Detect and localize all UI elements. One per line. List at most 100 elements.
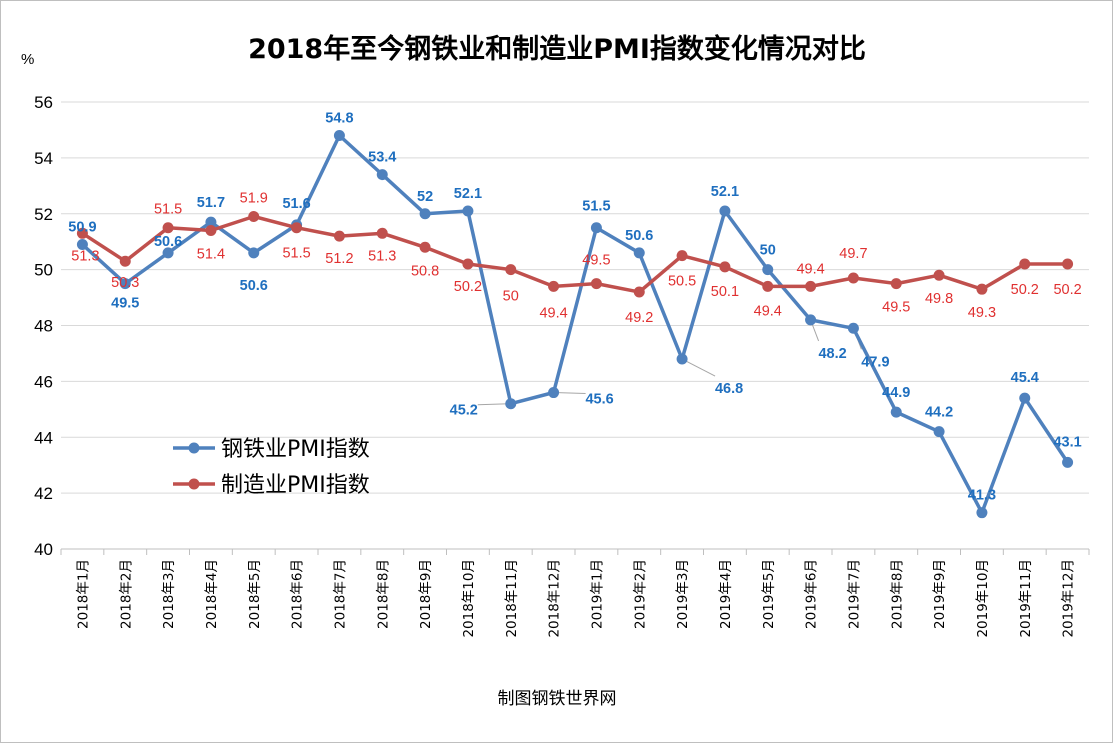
x-tick-label: 2018年4月 xyxy=(204,559,220,629)
manufacturing-pmi-point xyxy=(676,250,688,262)
y-tick-label: 42 xyxy=(34,484,53,503)
manufacturing-pmi-point xyxy=(205,225,217,237)
x-tick-label: 2019年6月 xyxy=(804,559,820,629)
manufacturing-pmi-point xyxy=(590,278,602,290)
manufacturing-pmi-point xyxy=(1062,258,1074,270)
steel-pmi-point xyxy=(248,247,260,259)
legend-manufacturing-label: 制造业PMI指数 xyxy=(221,473,370,498)
y-axis-ticks: 40 42 44 46 48 50 52 54 56 xyxy=(34,93,53,559)
steel-pmi-data-label: 53.4 xyxy=(368,150,396,166)
manufacturing-pmi-data-label: 49.5 xyxy=(882,300,910,316)
steel-pmi-point xyxy=(1062,456,1074,468)
manufacturing-pmi-line xyxy=(81,214,1068,294)
steel-pmi-point xyxy=(205,216,217,228)
x-tick-label: 2018年11月 xyxy=(504,559,520,638)
steel-pmi-point xyxy=(933,426,945,438)
x-tick-label: 2019年12月 xyxy=(1061,559,1077,638)
gridlines xyxy=(61,101,1089,494)
manufacturing-pmi-point xyxy=(119,255,131,267)
steel-pmi-point xyxy=(762,264,774,276)
y-tick-label: 46 xyxy=(34,372,53,391)
steel-pmi-data-label: 46.8 xyxy=(715,381,743,397)
steel-pmi-point xyxy=(162,247,174,259)
x-tick-label: 2019年4月 xyxy=(718,559,734,629)
x-tick-label: 2019年2月 xyxy=(632,559,648,629)
manufacturing-pmi-point xyxy=(76,227,88,239)
steel-pmi-point xyxy=(976,507,988,519)
manufacturing-pmi-point xyxy=(248,211,260,223)
manufacturing-pmi-data-label: 49.4 xyxy=(754,303,782,319)
manufacturing-pmi-point xyxy=(847,272,859,284)
steel-pmi-point xyxy=(548,387,560,399)
steel-pmi-data-label: 44.2 xyxy=(925,405,953,421)
y-tick-label: 40 xyxy=(34,540,53,559)
manufacturing-pmi-point xyxy=(548,280,560,292)
manufacturing-pmi-data-label: 51.9 xyxy=(240,191,268,207)
legend-item-steel[interactable]: 钢铁业PMI指数 xyxy=(173,437,370,462)
steel-pmi-data-label: 52.1 xyxy=(454,186,482,202)
steel-pmi-point xyxy=(1019,392,1031,404)
x-tick-label: 2019年5月 xyxy=(761,559,777,629)
steel-pmi-data-label: 51.6 xyxy=(282,196,310,212)
steel-pmi-data-label: 50.6 xyxy=(154,234,182,250)
manufacturing-pmi-data-label: 49.7 xyxy=(839,246,867,262)
steel-pmi-point xyxy=(76,238,88,250)
manufacturing-pmi-point xyxy=(162,222,174,234)
x-tick-label: 2018年12月 xyxy=(547,559,563,638)
y-tick-label: 50 xyxy=(34,261,53,280)
manufacturing-pmi-data-label: 50.5 xyxy=(668,274,696,290)
steel-pmi-data-label: 51.5 xyxy=(582,199,610,215)
steel-pmi-point xyxy=(676,353,688,365)
manufacturing-pmi-point xyxy=(419,241,431,253)
steel-pmi-data-label: 48.2 xyxy=(818,346,846,362)
steel-pmi-point xyxy=(847,322,859,334)
x-tick-label: 2019年10月 xyxy=(975,559,991,638)
y-tick-label: 52 xyxy=(34,205,53,224)
steel-pmi-data-label: 50.9 xyxy=(68,219,96,235)
steel-pmi-leader-line xyxy=(681,358,716,377)
steel-pmi-leader-line xyxy=(477,403,511,406)
manufacturing-pmi-point xyxy=(376,227,388,239)
steel-pmi-data-label: 54.8 xyxy=(325,111,353,127)
y-tick-label: 54 xyxy=(34,149,53,168)
x-tick-label: 2018年2月 xyxy=(118,559,134,629)
manufacturing-pmi-data-label: 50.3 xyxy=(111,275,139,291)
x-tick-label: 2018年8月 xyxy=(375,559,391,629)
x-tick-label: 2018年1月 xyxy=(75,559,91,629)
steel-pmi-point xyxy=(419,208,431,220)
manufacturing-pmi-data-label: 50.2 xyxy=(454,279,482,295)
x-tick-label: 2019年9月 xyxy=(932,559,948,629)
x-tick-label: 2019年1月 xyxy=(589,559,605,629)
manufacturing-pmi-point xyxy=(505,264,517,276)
steel-pmi-data-label: 45.6 xyxy=(585,392,613,408)
steel-pmi-point xyxy=(890,406,902,418)
y-tick-label: 48 xyxy=(34,317,53,336)
manufacturing-pmi-data-label: 49.2 xyxy=(625,310,653,326)
steel-pmi-point xyxy=(462,205,474,217)
legend-item-manufacturing[interactable]: 制造业PMI指数 xyxy=(173,473,370,498)
steel-pmi-data-label: 50 xyxy=(760,243,776,259)
manufacturing-pmi-data-label: 51.3 xyxy=(368,248,396,264)
steel-pmi-point xyxy=(505,398,517,410)
manufacturing-pmi-point xyxy=(462,258,474,270)
steel-pmi-data-label: 45.2 xyxy=(450,403,478,419)
manufacturing-pmi-data-label: 50.2 xyxy=(1011,282,1039,298)
x-tick-label: 2019年8月 xyxy=(889,559,905,629)
x-tick-label: 2019年11月 xyxy=(1018,559,1034,638)
manufacturing-pmi-data-label: 49.8 xyxy=(925,291,953,307)
manufacturing-pmi-point xyxy=(719,261,731,273)
manufacturing-pmi-data-label: 51.4 xyxy=(197,247,225,263)
manufacturing-pmi-data-label: 51.5 xyxy=(282,246,310,262)
steel-pmi-point xyxy=(333,130,345,142)
manufacturing-pmi-data-label: 49.5 xyxy=(582,253,610,269)
steel-pmi-point xyxy=(590,222,602,234)
steel-pmi-data-label: 52 xyxy=(417,189,433,205)
steel-pmi-data-label: 41.3 xyxy=(968,488,996,504)
manufacturing-pmi-data-label: 50.1 xyxy=(711,284,739,300)
manufacturing-pmi-point xyxy=(762,280,774,292)
manufacturing-pmi-data-label: 49.3 xyxy=(968,305,996,321)
steel-pmi-point xyxy=(719,205,731,217)
manufacturing-pmi-data-label: 50 xyxy=(503,289,519,305)
x-tick-label: 2018年10月 xyxy=(461,559,477,638)
steel-pmi-data-label: 43.1 xyxy=(1053,434,1081,450)
